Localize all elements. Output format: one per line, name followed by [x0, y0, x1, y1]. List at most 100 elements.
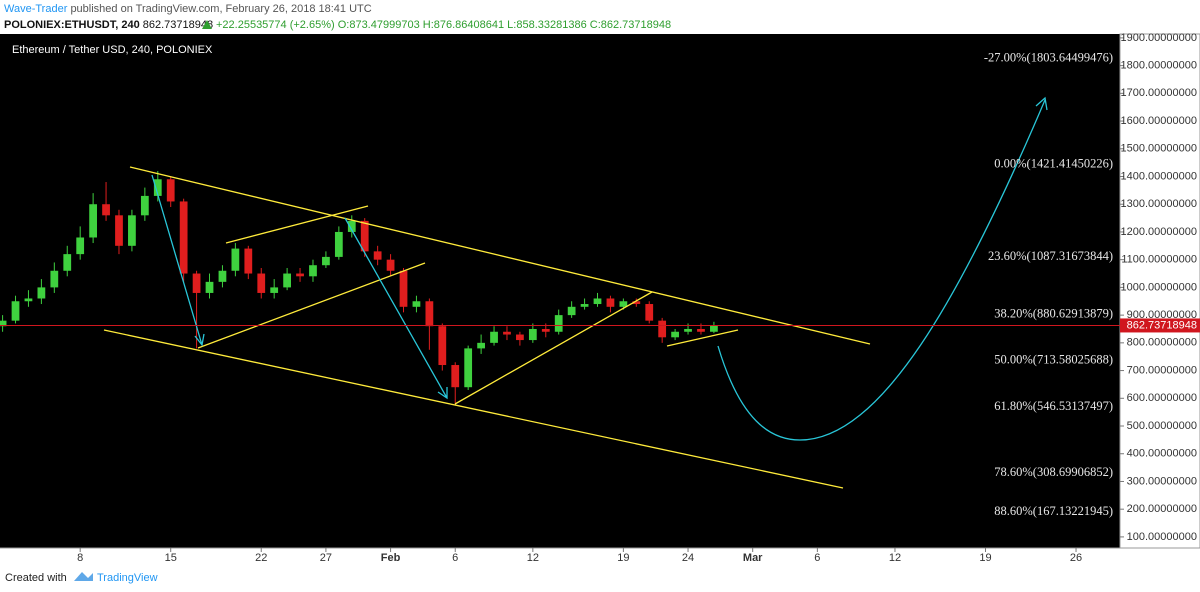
- fib-label: 50.00%(713.58025688): [994, 353, 1113, 367]
- y-tick-label: 1700.00000000: [1121, 87, 1197, 99]
- x-tick-label: 6: [452, 552, 458, 564]
- candle-body: [386, 259, 395, 271]
- candle-body: [270, 287, 279, 293]
- author[interactable]: Wave-Trader: [4, 3, 68, 15]
- x-tick-label: 12: [527, 552, 539, 564]
- fib-label: 23.60%(1087.31673844): [988, 249, 1113, 263]
- symbol: POLONIEX:ETHUSDT, 240: [4, 19, 140, 31]
- candle-body: [347, 220, 356, 232]
- candle-body: [24, 298, 33, 302]
- trend-line: [129, 166, 871, 345]
- chart-title: Ethereum / Tether USD, 240, POLONIEX: [12, 44, 213, 56]
- x-tick-label: 15: [165, 552, 177, 564]
- candle-body: [231, 248, 240, 271]
- candle-body: [606, 298, 615, 307]
- candle-body: [128, 215, 136, 246]
- quote-values: +22.25535774 (+2.65%) O:873.47999703 H:8…: [216, 19, 671, 31]
- y-tick-label: 1400.00000000: [1121, 170, 1197, 182]
- y-tick-label: 1600.00000000: [1121, 115, 1197, 127]
- y-tick-label: 1800.00000000: [1121, 60, 1197, 72]
- y-tick-label: 400.00000000: [1127, 448, 1197, 460]
- y-tick-label: 600.00000000: [1127, 392, 1197, 404]
- last: 862.73718948: [143, 19, 213, 31]
- trend-line: [666, 329, 739, 347]
- candle-body: [593, 298, 602, 305]
- candle-body: [89, 204, 97, 238]
- arrow: [344, 217, 448, 400]
- candle-body: [554, 315, 563, 332]
- candle-body: [684, 328, 692, 332]
- header-line: Wave-Trader published on TradingView.com…: [4, 3, 372, 15]
- x-tick-label: 19: [617, 552, 629, 564]
- arrow: [151, 174, 205, 347]
- candle-body: [37, 287, 46, 299]
- y-tick-label: 1300.00000000: [1121, 198, 1197, 210]
- candle-body: [322, 256, 330, 266]
- candle-body: [438, 326, 447, 366]
- candle-body: [425, 301, 434, 327]
- fib-label: 78.60%(308.69906852): [994, 465, 1113, 479]
- candle-body: [102, 204, 110, 216]
- candle-body: [412, 301, 421, 307]
- high: H:876.86408641: [423, 19, 504, 31]
- candles: [0, 170, 718, 406]
- y-tick-label: 900.00000000: [1127, 309, 1197, 321]
- y-tick-label: 300.00000000: [1127, 475, 1197, 487]
- price-axis: [1119, 33, 1200, 549]
- trend-line: [103, 329, 844, 489]
- candle-body: [710, 325, 718, 332]
- quote-line: POLONIEX:ETHUSDT, 240 862.73718948: [4, 19, 213, 31]
- y-tick-label: 700.00000000: [1127, 364, 1197, 376]
- fib-label: 38.20%(880.62913879): [994, 306, 1113, 320]
- trend-line: [454, 291, 653, 405]
- fib-label: -27.00%(1803.64499476): [984, 50, 1113, 64]
- open: O:873.47999703: [338, 19, 420, 31]
- candle-body: [257, 273, 266, 293]
- x-tick-label: Mar: [743, 552, 763, 564]
- candle-body: [360, 220, 369, 252]
- x-tick-label: 24: [682, 552, 694, 564]
- candle-body: [464, 348, 473, 388]
- candle-body: [580, 304, 589, 307]
- x-tick-label: 6: [814, 552, 820, 564]
- candle-body: [619, 301, 628, 307]
- candle-body: [153, 179, 162, 196]
- candle-body: [697, 328, 705, 332]
- logo: [74, 572, 93, 581]
- candle-body: [632, 301, 641, 305]
- drawings: [103, 96, 1048, 489]
- candle-body: [490, 331, 498, 343]
- x-tick-label: 27: [320, 552, 332, 564]
- x-tick-label: 8: [77, 552, 83, 564]
- fib-label: 61.80%(546.53137497): [994, 399, 1113, 413]
- candle-body: [567, 306, 576, 316]
- candle-body: [50, 270, 59, 288]
- fib-label: 88.60%(167.13221945): [994, 504, 1113, 518]
- x-tick-label: 19: [979, 552, 991, 564]
- candle-body: [0, 320, 7, 327]
- candle-body: [516, 334, 524, 341]
- candle-body: [11, 301, 20, 321]
- candle-body: [76, 237, 85, 255]
- y-tick-label: 1000.00000000: [1121, 281, 1197, 293]
- candle-body: [541, 328, 550, 332]
- x-tick-label: Feb: [381, 552, 401, 564]
- up-arrow: [202, 20, 212, 29]
- candle-body: [283, 273, 291, 288]
- candle-body: [334, 231, 343, 257]
- x-tick-label: 22: [255, 552, 267, 564]
- change: +22.25535774 (+2.65%): [216, 19, 335, 31]
- close: C:862.73718948: [590, 19, 671, 31]
- candle-body: [205, 281, 214, 293]
- candle-body: [451, 365, 460, 388]
- plot-area: [0, 34, 1120, 548]
- footer-brand[interactable]: TradingView: [97, 572, 158, 584]
- x-tick-label: 12: [889, 552, 901, 564]
- y-tick-label: 1100.00000000: [1121, 254, 1197, 266]
- candle-body: [399, 270, 408, 307]
- y-tick-label: 200.00000000: [1127, 503, 1197, 515]
- candle-body: [115, 215, 123, 246]
- trend-line: [225, 205, 369, 244]
